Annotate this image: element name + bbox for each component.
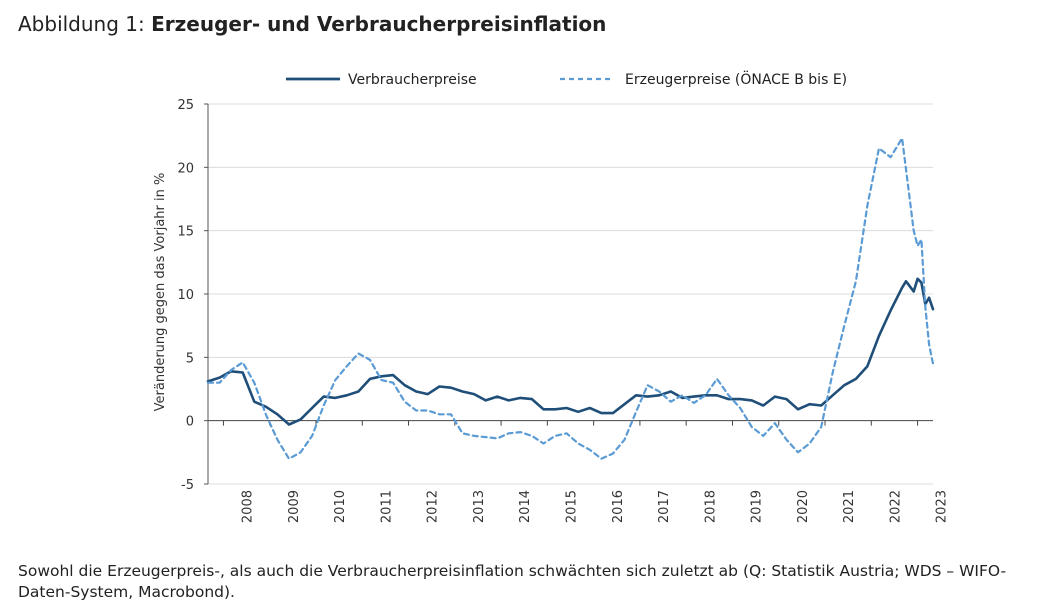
y-tick-label: 10 bbox=[177, 288, 194, 303]
x-axis: 2008 2009 2010 2011 2012 2013 2014 2015 2016 2017… bbox=[208, 420, 950, 523]
x-tick-label: 2011 bbox=[379, 490, 394, 523]
figure-title-prefix: Abbildung 1: bbox=[18, 12, 152, 36]
y-tick-label: 20 bbox=[177, 161, 194, 176]
x-tick-label: 2018 bbox=[703, 490, 718, 523]
legend-label: Erzeugerpreise (ÖNACE B bis E) bbox=[625, 70, 847, 88]
legend: Verbraucherpreise Erzeugerpreise (ÖNACE B… bbox=[286, 70, 847, 88]
x-tick-label: 2016 bbox=[611, 490, 626, 523]
x-tick-label: 2019 bbox=[750, 490, 765, 523]
figure-title-text: Erzeuger- und Verbraucherpreisinflation bbox=[151, 12, 607, 36]
x-tick-label: 2022 bbox=[888, 490, 903, 523]
y-axis-title: Veränderung gegen das Vorjahr in % bbox=[153, 173, 168, 412]
series-lines bbox=[206, 137, 935, 460]
x-tick-label: 2013 bbox=[472, 490, 487, 523]
series-line-verbraucherpreise bbox=[206, 277, 935, 426]
gridlines bbox=[208, 103, 933, 485]
y-tick-label: 0 bbox=[186, 415, 194, 430]
y-tick-label: 25 bbox=[177, 98, 194, 113]
x-tick-label: 2010 bbox=[333, 490, 348, 523]
x-tick-label: 2008 bbox=[241, 490, 256, 523]
x-tick-label: 2023 bbox=[935, 490, 950, 523]
x-tick-label: 2015 bbox=[565, 490, 580, 523]
y-tick-label: 5 bbox=[186, 351, 194, 366]
legend-label: Verbraucherpreise bbox=[348, 72, 477, 88]
line-chart: -5 0 5 10 15 20 25 2008 2009 2010 2011 2012 2013 201… bbox=[153, 70, 950, 523]
x-tick-label: 2020 bbox=[796, 490, 811, 523]
series-line-erzeugerpreise bbox=[206, 137, 935, 460]
figure-caption: Sowohl die Erzeugerpreis-, als auch die … bbox=[18, 562, 1007, 601]
x-tick-label: 2021 bbox=[842, 490, 857, 523]
figure-title: Abbildung 1: Erzeuger- und Verbraucherpr… bbox=[18, 12, 606, 36]
y-axis: -5 0 5 10 15 20 25 bbox=[177, 98, 209, 493]
x-tick-label: 2009 bbox=[287, 490, 302, 523]
x-tick-label: 2017 bbox=[657, 490, 672, 523]
x-tick-label: 2012 bbox=[426, 490, 441, 523]
x-tick-label: 2014 bbox=[518, 490, 533, 523]
y-tick-label: -5 bbox=[181, 478, 194, 493]
y-tick-label: 15 bbox=[177, 225, 194, 240]
